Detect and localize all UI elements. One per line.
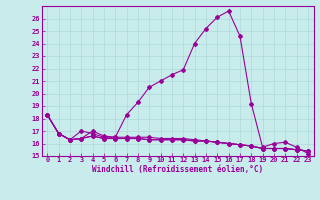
X-axis label: Windchill (Refroidissement éolien,°C): Windchill (Refroidissement éolien,°C) — [92, 165, 263, 174]
